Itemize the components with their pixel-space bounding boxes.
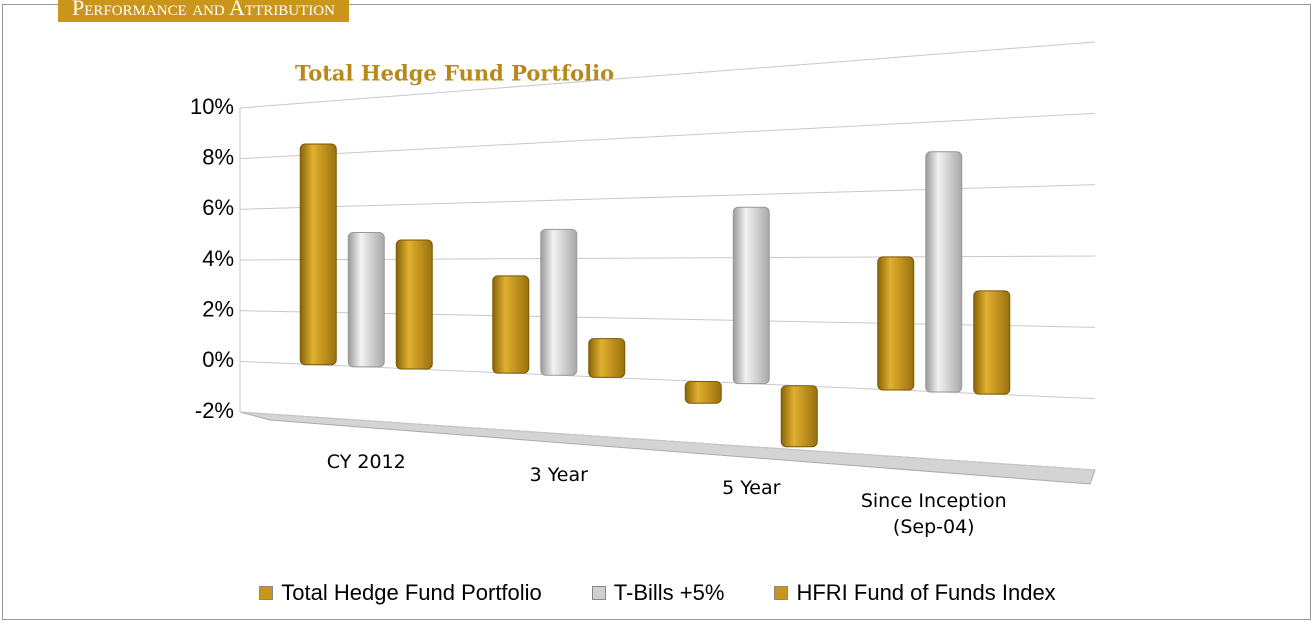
bar: [492, 275, 530, 374]
y-tick-label: 10%: [190, 94, 234, 119]
grid-line: [239, 112, 1096, 160]
x-tick-label: Since Inception (Sep-04): [860, 489, 1007, 538]
x-tick-label: 5 Year: [722, 476, 781, 499]
legend-item: HFRI Fund of Funds Index: [774, 580, 1056, 606]
section-header: Performance and Attribution: [58, 0, 349, 22]
grid-line: [239, 184, 1096, 210]
chart-title: Total Hedge Fund Portfolio: [295, 61, 614, 86]
y-tick-label: 6%: [202, 195, 234, 220]
legend-label: T-Bills +5%: [613, 580, 725, 605]
legend-label: HFRI Fund of Funds Index: [796, 580, 1056, 605]
legend-swatch: [591, 586, 606, 600]
legend: Total Hedge Fund Portfolio T-Bills +5% HFR…: [0, 580, 1315, 606]
bar: [877, 256, 915, 391]
frame: [2, 4, 1311, 620]
x-tick-label: 3 Year: [529, 463, 588, 486]
grid-line: [239, 411, 1096, 471]
y-tick-label: 8%: [202, 144, 234, 169]
legend-item: T-Bills +5%: [591, 580, 725, 606]
bar: [540, 228, 578, 376]
grid-line: [239, 41, 1096, 109]
bar: [588, 338, 626, 378]
bar: [395, 239, 433, 370]
legend-label: Total Hedge Fund Portfolio: [281, 580, 542, 605]
y-tick-label: 2%: [202, 296, 234, 321]
y-tick-label: 4%: [202, 246, 234, 271]
legend-item: Total Hedge Fund Portfolio: [259, 580, 542, 606]
y-tick-label: 0%: [202, 347, 234, 372]
bar: [780, 385, 818, 448]
bar: [684, 381, 722, 404]
bar: [347, 232, 385, 368]
bar: [925, 151, 963, 393]
x-tick-label: CY 2012: [326, 450, 406, 473]
bar: [973, 290, 1011, 395]
legend-swatch: [259, 586, 274, 600]
legend-swatch: [774, 586, 789, 600]
y-tick-label: -2%: [195, 398, 234, 423]
bar: [732, 206, 770, 385]
bar: [299, 143, 337, 366]
